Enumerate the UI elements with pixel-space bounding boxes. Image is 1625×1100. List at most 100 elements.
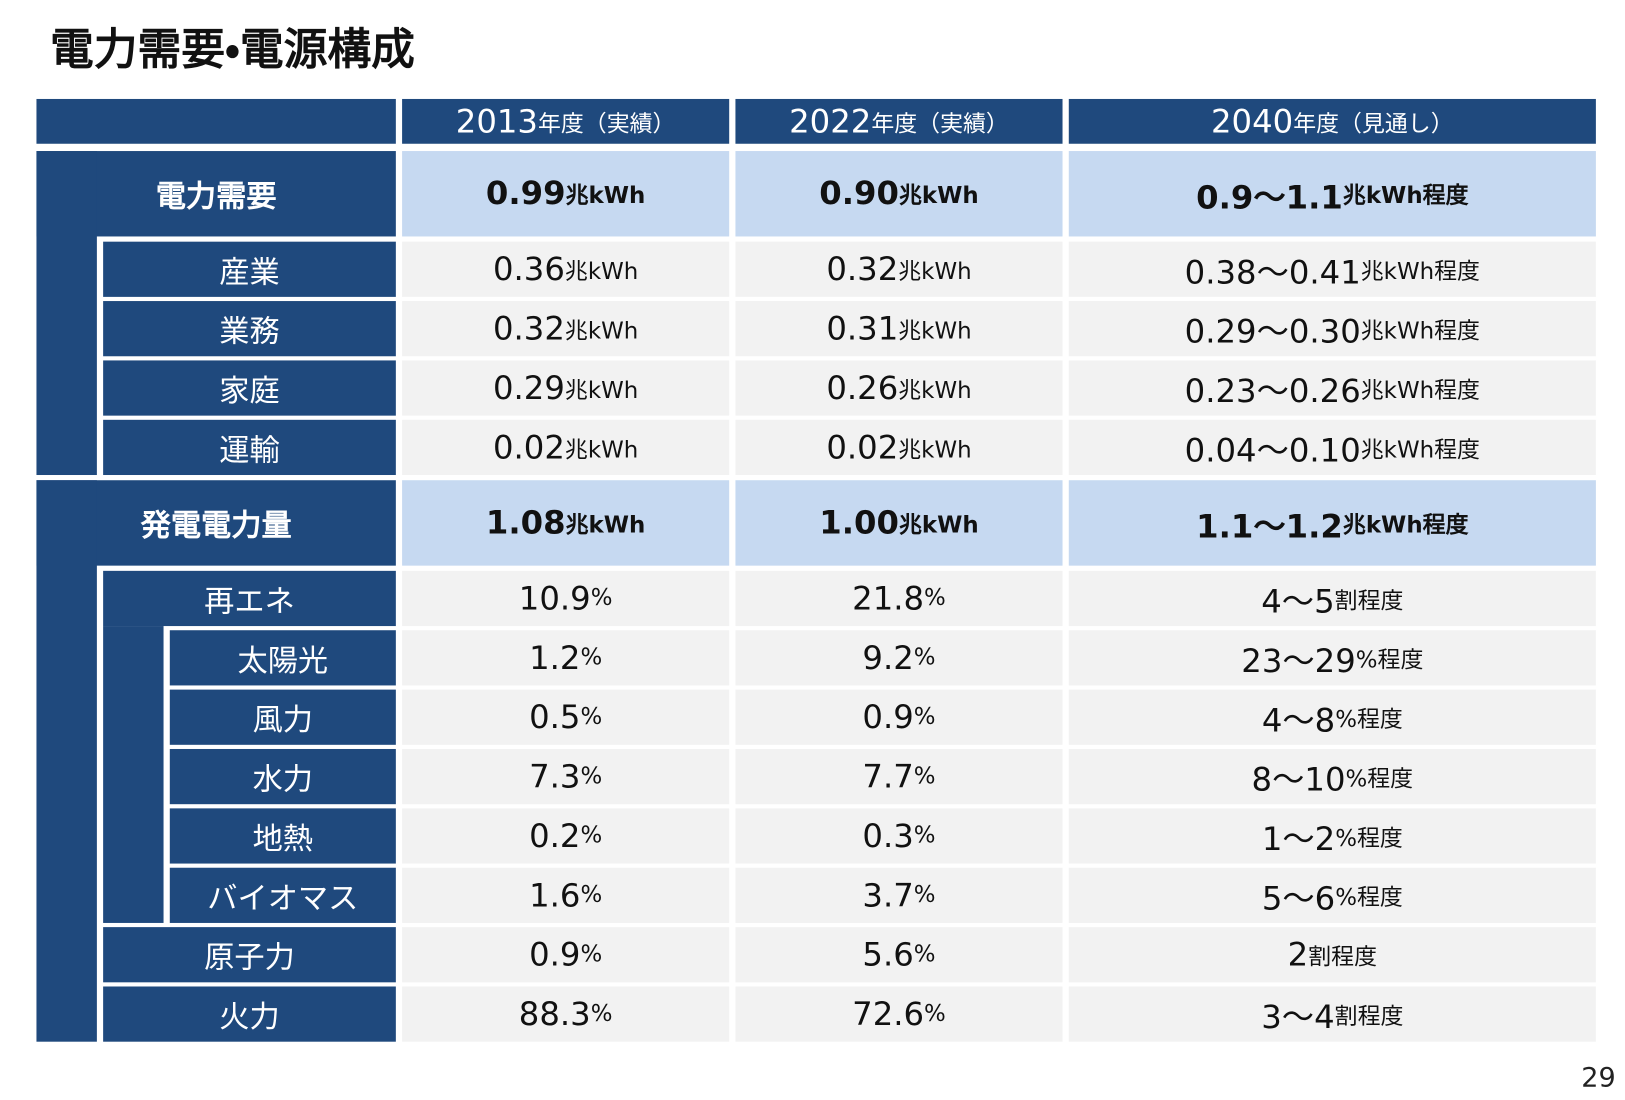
group-bracket: [36, 151, 97, 476]
value-unit: 割程度: [1334, 1003, 1404, 1030]
value-unit: 割程度: [1308, 944, 1377, 971]
value-number: 1.2: [529, 639, 581, 677]
value-cell: 0.29 兆kWh: [402, 360, 730, 416]
column-note: 年度（実績）: [871, 110, 1009, 137]
group-bracket: [36, 480, 97, 1042]
value-number: 0.23～0.26: [1184, 372, 1361, 411]
row-label: 業務: [103, 301, 396, 357]
label-text: 再エネ: [204, 582, 295, 619]
value-cell: 0.32 兆kWh: [402, 301, 730, 357]
value-number: 21.8: [852, 579, 925, 618]
row-label: 風力: [169, 689, 396, 745]
label-text: 太陽光: [237, 642, 329, 678]
row-label: 運輸: [103, 419, 396, 476]
value-number: 0.29～0.30: [1184, 313, 1361, 352]
value-unit: %: [913, 763, 936, 790]
value-unit: 割程度: [1334, 588, 1404, 615]
value-number: 0.38～0.41: [1184, 254, 1361, 292]
value-cell: 0.32 兆kWh: [735, 241, 1063, 297]
column-note: 年度（実績）: [537, 110, 676, 137]
value-unit: %程度: [1345, 766, 1414, 793]
value-cell: 1.1～1.2 兆kWh程度: [1068, 480, 1596, 566]
value-number: 0.29: [493, 369, 565, 407]
value-cell: 0.5%: [402, 689, 730, 745]
row-label: 産業: [103, 241, 396, 297]
value-cell: 0.38～0.41 兆kWh程度: [1068, 241, 1596, 297]
value-number: 5～6: [1261, 880, 1336, 918]
value-unit: 兆kWh: [898, 183, 979, 210]
value-unit: 兆kWh: [898, 318, 972, 345]
value-cell: 0.04～0.10 兆kWh程度: [1068, 419, 1596, 476]
value-unit: 兆kWh: [898, 436, 972, 464]
column-year: 2013: [455, 102, 538, 141]
value-cell: 0.99 兆kWh: [402, 151, 730, 237]
value-unit: %: [913, 822, 936, 849]
row-label: 原子力: [103, 927, 396, 983]
value-number: 88.3: [518, 995, 591, 1033]
row-label: 再エネ: [103, 570, 396, 627]
value-unit: %程度: [1335, 884, 1403, 911]
value-number: 0.9～1.1: [1196, 178, 1343, 217]
value-number: 0.02: [493, 428, 565, 467]
value-number: 0.31: [826, 309, 899, 348]
value-cell: 1～2 %程度: [1068, 808, 1596, 864]
value-cell: 3～4 割程度: [1068, 986, 1596, 1042]
row-label: 地熱: [169, 808, 396, 864]
value-unit: 兆kWh: [564, 436, 639, 464]
column-year: 2022: [789, 102, 872, 141]
column-header: 2040 年度（見通し）: [1068, 98, 1596, 144]
value-unit: 兆kWh: [898, 377, 972, 404]
value-cell: 0.9%: [735, 689, 1063, 745]
value-unit: %: [580, 882, 603, 909]
value-number: 0.36: [493, 250, 565, 289]
value-unit: 兆kWh程度: [1360, 377, 1480, 404]
value-number: 1.6: [529, 876, 581, 915]
value-number: 7.3: [529, 757, 581, 796]
value-cell: 23～29 %程度: [1068, 630, 1596, 686]
value-cell: 7.3%: [402, 748, 730, 805]
label-text: 原子力: [204, 939, 295, 975]
value-cell: 0.02 兆kWh: [402, 419, 730, 476]
value-cell: 0.26 兆kWh: [735, 360, 1063, 416]
value-number: 0.2: [529, 817, 581, 855]
value-number: 72.6: [852, 995, 925, 1033]
row-label: 太陽光: [169, 630, 396, 686]
value-cell: 4～5 割程度: [1068, 570, 1596, 627]
value-cell: 1.00 兆kWh: [735, 480, 1063, 566]
value-cell: 1.6%: [402, 867, 730, 923]
value-number: 4～8: [1261, 702, 1336, 740]
value-number: 8～10: [1251, 761, 1346, 799]
value-unit: 兆kWh程度: [1342, 512, 1469, 539]
label-text: 電力需要: [155, 178, 277, 214]
value-number: 0.9: [862, 698, 914, 736]
value-number: 1～2: [1261, 820, 1336, 859]
label-text: 風力: [252, 701, 314, 738]
value-number: 0.32: [493, 309, 565, 348]
value-cell: 5.6%: [735, 927, 1063, 983]
value-cell: 8～10 %程度: [1068, 748, 1596, 805]
value-unit: 兆kWh: [565, 183, 646, 210]
label-text: 業務: [219, 313, 280, 349]
value-number: 10.9: [518, 579, 591, 618]
value-number: 0.26: [826, 369, 899, 407]
value-number: 0.5: [529, 698, 581, 736]
value-unit: %程度: [1355, 647, 1424, 674]
label-text: 産業: [219, 253, 280, 290]
value-unit: %: [590, 585, 613, 612]
value-cell: 72.6%: [735, 986, 1063, 1042]
label-text: 運輸: [219, 431, 280, 468]
value-cell: 0.90 兆kWh: [735, 151, 1063, 237]
label-text: 発電電力量: [140, 507, 292, 543]
value-cell: 0.2%: [402, 808, 730, 864]
value-unit: 兆kWh: [898, 512, 979, 539]
value-number: 5.6: [862, 935, 914, 974]
value-unit: %: [580, 763, 603, 790]
value-unit: %: [580, 704, 603, 731]
value-unit: %: [913, 941, 936, 968]
value-cell: 9.2%: [735, 630, 1063, 686]
value-unit: %: [924, 1001, 946, 1028]
column-year: 2040: [1211, 102, 1294, 141]
value-unit: %程度: [1335, 825, 1403, 852]
